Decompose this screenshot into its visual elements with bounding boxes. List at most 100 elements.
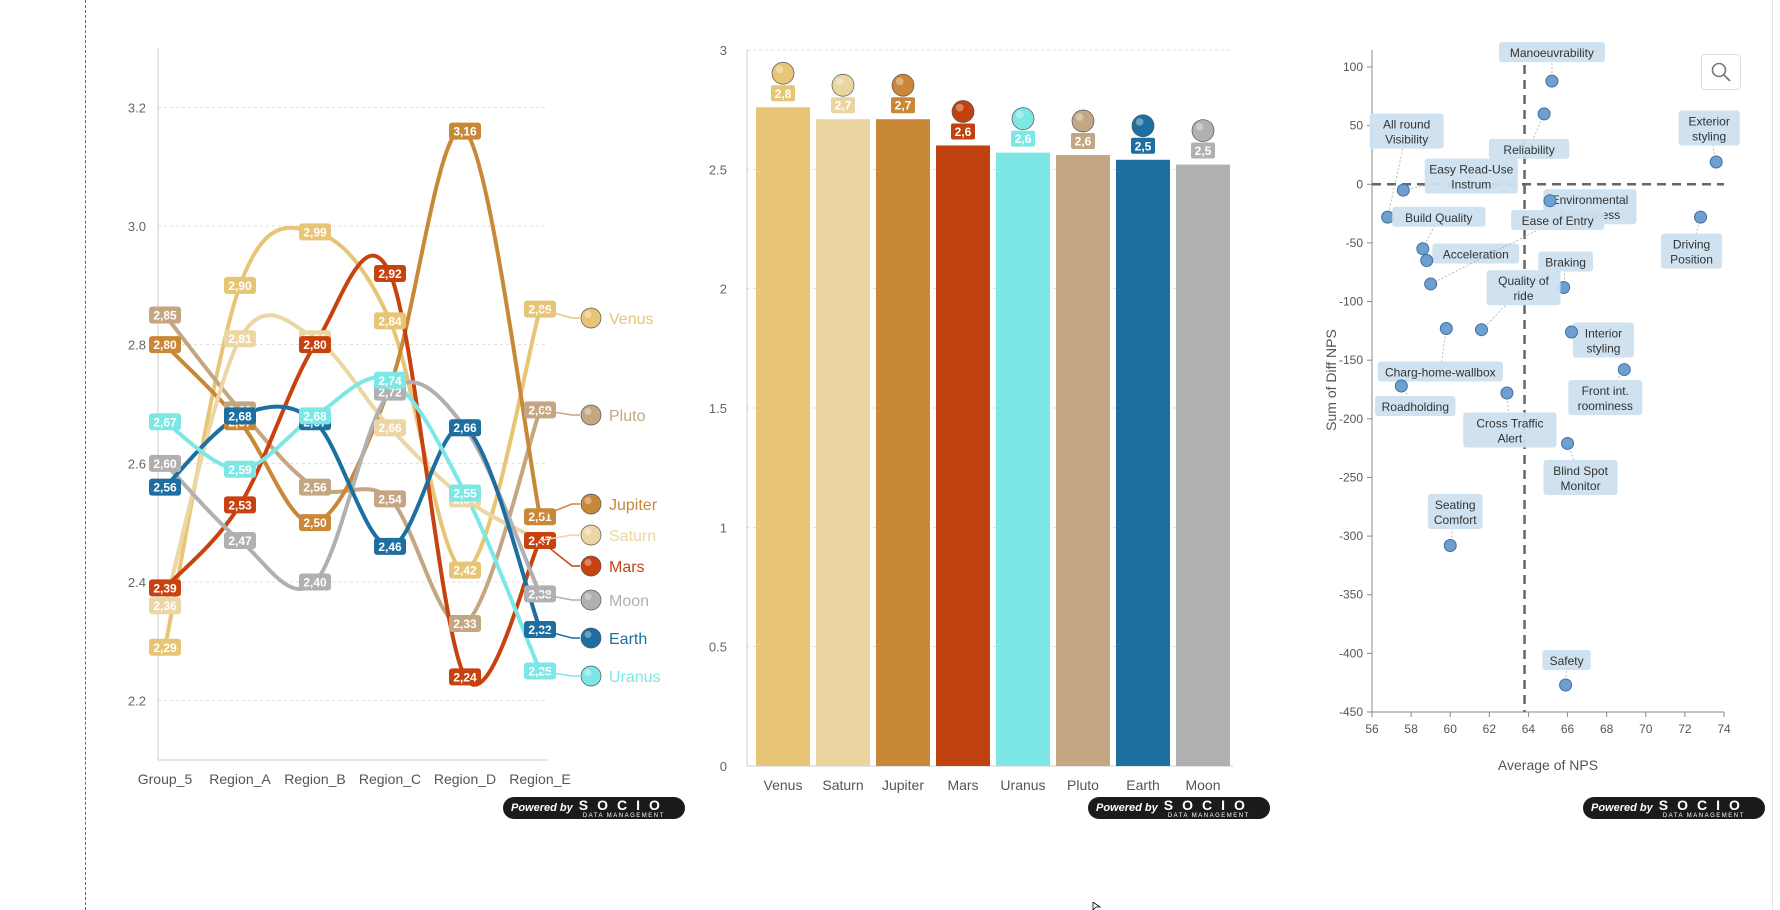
data-label-bg <box>449 615 481 633</box>
point-label-ease-of-entry: Ease of Entry <box>1430 209 1605 285</box>
bar-value-label: 2,6 <box>1015 132 1032 146</box>
bar-label-bg <box>771 85 795 102</box>
data-label-bg <box>149 336 181 354</box>
scatter-point-quality-of-ride <box>1475 323 1489 337</box>
point-label-bg <box>1660 233 1723 269</box>
data-label: 3,16 <box>453 125 477 139</box>
legend-icon-moon-body <box>580 589 602 611</box>
data-label-bg <box>149 579 181 597</box>
y-tick-label: 2.5 <box>709 162 727 177</box>
data-label: 2,80 <box>153 338 177 352</box>
data-label: 2,36 <box>153 599 177 613</box>
bar-icon-venus-body <box>771 61 795 85</box>
bar-mars <box>936 145 990 766</box>
brand-name: SOCIO <box>1163 796 1254 813</box>
bar-icon-venus <box>771 61 795 85</box>
x-tick-label: 62 <box>1483 722 1497 736</box>
scatter-point-cross-traffic-alert <box>1500 386 1514 400</box>
data-label: 2,47 <box>228 534 252 548</box>
scatter-chart: 100 50 0 -50 -100 -150 -200 -250 -300 -350 -400 -45… <box>1323 42 1740 773</box>
point-label-bg <box>1392 206 1486 227</box>
powered-by-badge-1[interactable]: Powered by SOCIO DATA MANAGEMENT <box>503 797 685 819</box>
point-label-manoeuvrability: Manoeuvrability <box>1498 42 1605 82</box>
legend-icon-venus-highlight <box>584 311 592 318</box>
data-label-bg <box>149 413 181 431</box>
legend-icon-uranus-body <box>580 665 602 687</box>
data-label: 2,59 <box>228 463 252 477</box>
y-tick-label: -400 <box>1339 646 1363 660</box>
x-tick-label: Pluto <box>1067 777 1099 793</box>
data-label: 2,56 <box>153 481 177 495</box>
x-tick-label: 74 <box>1717 722 1731 736</box>
legend-connector <box>539 534 580 542</box>
point-label-bg <box>1375 395 1456 416</box>
data-label: 2,80 <box>303 338 327 352</box>
legend-connector <box>539 409 580 416</box>
data-label-bg <box>299 514 331 532</box>
bar-icon-pluto-body <box>1071 109 1095 133</box>
data-label: 2,81 <box>228 332 252 346</box>
x-tick-label: Region_D <box>434 771 496 787</box>
data-label: 2,54 <box>378 492 402 506</box>
point-label-bg <box>1432 243 1520 264</box>
point-label-bg <box>1424 158 1518 194</box>
point-label-line: Driving <box>1673 238 1710 252</box>
data-label: 2,51 <box>528 510 552 524</box>
brand-subtitle: DATA MANAGEMENT <box>582 812 665 819</box>
scatter-point-safety <box>1559 678 1573 692</box>
powered-by-badge-3[interactable]: Powered by SOCIO DATA MANAGEMENT <box>1583 797 1765 819</box>
legend-connector <box>539 308 580 319</box>
point-label-roadholding: Roadholding <box>1375 385 1456 416</box>
y-tick-label: 3 <box>720 43 727 58</box>
y-tick-label: -200 <box>1339 412 1363 426</box>
x-tick-label: 58 <box>1404 722 1418 736</box>
scatter-point-charg-home-wallbox <box>1439 322 1453 336</box>
y-tick-label: 0 <box>720 759 727 774</box>
point-label-bg <box>1377 361 1503 382</box>
point-label-line: Ease of Entry <box>1522 214 1594 228</box>
point-label-line: roominess <box>1578 399 1633 413</box>
y-tick-label: 1.5 <box>709 401 727 416</box>
powered-by-badge-2[interactable]: Powered by SOCIO DATA MANAGEMENT <box>1088 797 1270 819</box>
legend-icon-uranus <box>580 665 602 687</box>
bar-icon-uranus-highlight <box>1015 110 1024 119</box>
legend-icon-uranus-highlight <box>584 669 592 676</box>
legend-icon-venus-body <box>580 307 602 329</box>
bar-jupiter <box>876 119 930 767</box>
data-label-bg <box>149 454 181 472</box>
data-label-bg <box>299 336 331 354</box>
scatter-point-interior-styling <box>1564 325 1578 339</box>
point-label-line: Braking <box>1545 255 1586 269</box>
bar-label-bg <box>831 97 855 114</box>
bar-label-bg <box>1131 137 1155 154</box>
data-label-bg <box>449 122 481 140</box>
y-tick-label: 2.2 <box>128 694 146 709</box>
data-label-bg <box>449 561 481 579</box>
zoom-button[interactable] <box>1701 54 1741 90</box>
data-label-bg <box>299 573 331 591</box>
data-label: 2,46 <box>378 540 402 554</box>
y-tick-label: 3.2 <box>128 100 146 115</box>
legend-icon-mars-body <box>580 555 602 577</box>
scatter-point-ease-of-entry <box>1424 277 1438 291</box>
scatter-point-roadholding <box>1394 379 1408 393</box>
point-label-build-quality: Build Quality <box>1392 206 1486 249</box>
y-tick-label: 0 <box>1356 177 1363 191</box>
bar-icon-jupiter-highlight <box>895 77 904 86</box>
x-tick-label: Jupiter <box>882 777 924 793</box>
y-tick-label: 3.0 <box>128 219 146 234</box>
point-label-line: Environmental <box>1552 193 1629 207</box>
legend-icon-earth <box>580 627 602 649</box>
y-tick-label: 100 <box>1343 60 1363 74</box>
legend-icon-saturn-highlight <box>584 528 592 535</box>
data-label: 2,68 <box>303 409 327 423</box>
point-label-bg <box>1427 493 1483 529</box>
data-label-bg <box>374 312 406 330</box>
point-label-bg <box>1486 270 1561 306</box>
bar-icon-earth <box>1131 114 1155 138</box>
x-tick-label: 56 <box>1365 722 1379 736</box>
data-label-bg <box>149 597 181 615</box>
